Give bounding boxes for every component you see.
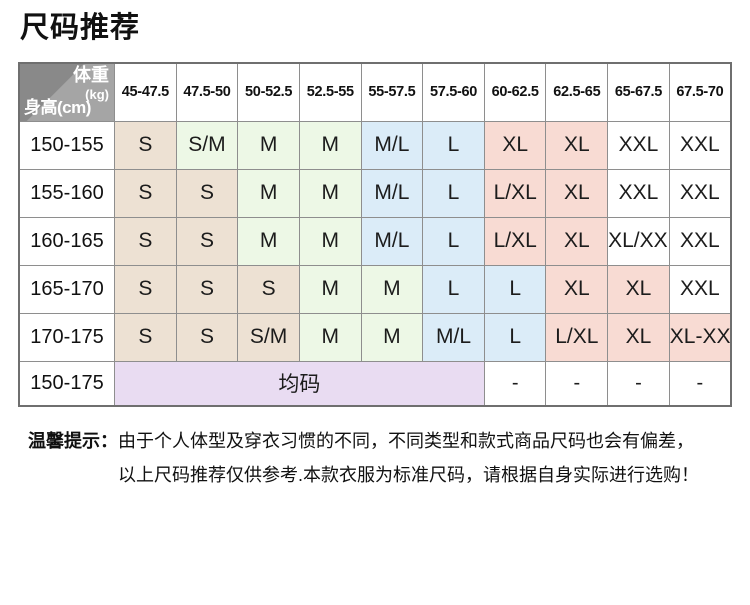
size-cell: XL [607, 264, 670, 314]
size-cell: S [175, 216, 239, 266]
height-row-header: 165-170 [18, 264, 115, 314]
note-text: 由于个人体型及穿衣习惯的不同，不同类型和款式商品尺码也会有偏差， 以上尺码推荐仅… [118, 424, 699, 492]
size-cell: XL [483, 120, 547, 170]
dash-cell: - [483, 360, 547, 407]
size-cell: S [114, 312, 177, 362]
size-cell: L/XL [545, 312, 609, 362]
size-cell: S [114, 168, 177, 218]
height-row-header: 160-165 [18, 216, 115, 266]
size-cell: S [237, 264, 300, 314]
table-header-row: 体重 (kg) 身高(cm) 45-47.5 47.5-50 50-52.5 52.5-… [18, 62, 732, 122]
size-cell: M/L [422, 312, 485, 362]
size-cell: XXL [668, 264, 732, 314]
size-cell: XXL [607, 120, 670, 170]
height-row-header: 155-160 [18, 168, 115, 218]
height-row-header: 170-175 [18, 312, 115, 362]
weight-column-header: 62.5-65 [545, 62, 609, 122]
size-cell: S [114, 216, 177, 266]
size-cell: M/L [360, 216, 424, 266]
size-cell: M [360, 312, 424, 362]
size-cell: M [298, 168, 362, 218]
note: 温馨提示： 由于个人体型及穿衣习惯的不同，不同类型和款式商品尺码也会有偏差， 以… [28, 424, 699, 492]
size-cell: L/XL [483, 216, 547, 266]
dash-cell: - [668, 360, 732, 407]
size-cell: M [298, 120, 362, 170]
one-size-cell: 均码 [114, 360, 485, 407]
size-cell: L/XL [483, 168, 547, 218]
size-cell: XL [607, 312, 670, 362]
size-cell: XL [545, 120, 609, 170]
weight-column-header: 50-52.5 [237, 62, 300, 122]
size-cell: XXL [668, 216, 732, 266]
size-chart-body: 150-155 S S/M M M M/L L XL XL XXL XXL 155-160 S S M M M/… [18, 120, 732, 407]
size-cell: L [422, 264, 485, 314]
height-row-header: 150-155 [18, 120, 115, 170]
size-cell: M [298, 312, 362, 362]
note-line-1: 由于个人体型及穿衣习惯的不同，不同类型和款式商品尺码也会有偏差， [118, 431, 694, 451]
note-line-2: 以上尺码推荐仅供参考.本款衣服为标准尺码，请根据自身实际进行选购！ [118, 465, 699, 485]
table-row: 155-160 S S M M M/L L L/XL XL XXL XXL [18, 168, 732, 218]
size-cell: XL [545, 168, 609, 218]
size-cell: S [114, 120, 177, 170]
size-cell: XXL [668, 120, 732, 170]
size-cell: M [360, 264, 424, 314]
size-cell: S [114, 264, 177, 314]
dash-cell: - [607, 360, 670, 407]
size-cell: L [483, 264, 547, 314]
size-cell: L [422, 168, 485, 218]
size-cell: S [175, 312, 239, 362]
size-cell: XXL [607, 168, 670, 218]
weight-column-header: 47.5-50 [175, 62, 239, 122]
weight-column-header: 60-62.5 [483, 62, 547, 122]
page-title: 尺码推荐 [20, 12, 141, 44]
size-cell: M/L [360, 168, 424, 218]
weight-axis-label: 体重 (kg) [73, 65, 109, 103]
weight-column-header: 45-47.5 [114, 62, 177, 122]
size-cell: S/M [237, 312, 300, 362]
weight-column-header: 52.5-55 [298, 62, 362, 122]
height-axis-label: 身高(cm) [24, 97, 91, 117]
size-cell: M/L [360, 120, 424, 170]
weight-column-header: 55-57.5 [360, 62, 424, 122]
size-cell: S/M [175, 120, 239, 170]
corner-header-cell: 体重 (kg) 身高(cm) [18, 62, 115, 122]
size-cell: M [237, 216, 300, 266]
dash-cell: - [545, 360, 609, 407]
size-cell: L [422, 120, 485, 170]
size-cell: M [298, 264, 362, 314]
size-cell: XL-XXL [668, 312, 732, 362]
weight-column-header: 67.5-70 [668, 62, 732, 122]
one-size-row: 150-175 均码 - - - - [18, 360, 732, 407]
size-cell: L [422, 216, 485, 266]
weight-column-header: 65-67.5 [607, 62, 670, 122]
size-chart-table: 体重 (kg) 身高(cm) 45-47.5 47.5-50 50-52.5 52.5-… [18, 62, 732, 407]
size-cell: S [175, 168, 239, 218]
size-cell: M [237, 168, 300, 218]
size-cell: M [237, 120, 300, 170]
size-cell: S [175, 264, 239, 314]
size-cell: XL/XXL [607, 216, 670, 266]
weight-column-header: 57.5-60 [422, 62, 485, 122]
size-cell: XXL [668, 168, 732, 218]
table-row: 165-170 S S S M M L L XL XL XXL [18, 264, 732, 314]
table-row: 150-155 S S/M M M M/L L XL XL XXL XXL [18, 120, 732, 170]
note-label: 温馨提示： [28, 431, 118, 451]
size-cell: M [298, 216, 362, 266]
size-cell: L [483, 312, 547, 362]
size-cell: XL [545, 264, 609, 314]
size-cell: XL [545, 216, 609, 266]
height-row-header: 150-175 [18, 360, 115, 407]
